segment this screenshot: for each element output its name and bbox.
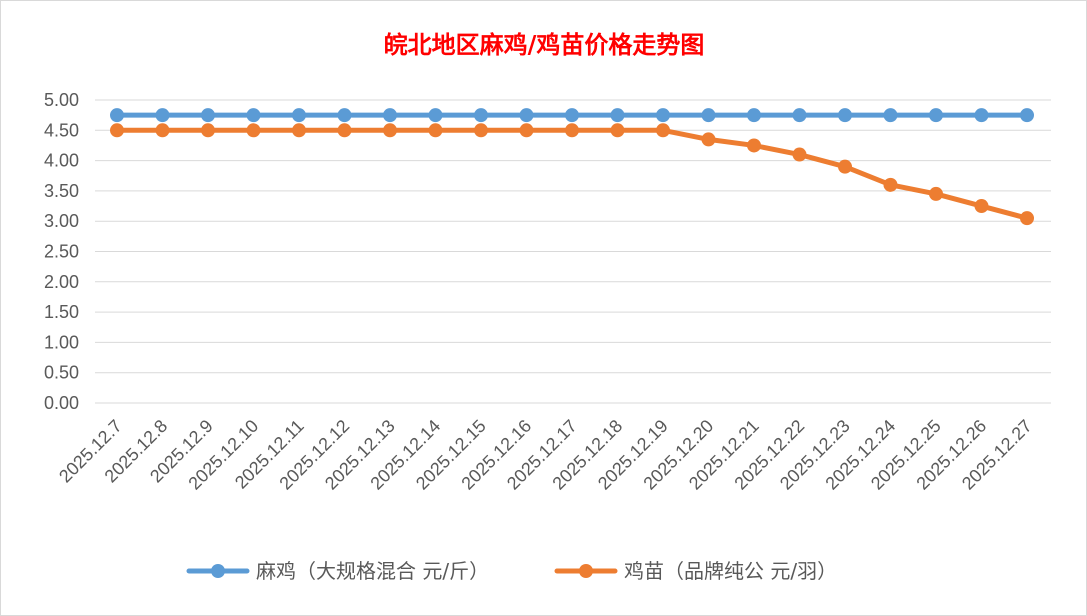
data-point bbox=[292, 123, 306, 138]
legend: 麻鸡（大规格混合 元/斤） 鸡苗（品牌纯公 元/羽） bbox=[186, 559, 837, 583]
data-point bbox=[656, 108, 670, 123]
data-point bbox=[201, 108, 215, 123]
data-point bbox=[792, 147, 807, 162]
x-axis-ticks: 2025.12.72025.12.82025.12.92025.12.10202… bbox=[55, 416, 1036, 494]
y-tick-label: 4.50 bbox=[44, 120, 79, 140]
data-point bbox=[201, 123, 215, 138]
series-2 bbox=[110, 123, 1034, 226]
data-point bbox=[701, 132, 716, 147]
data-point bbox=[565, 123, 579, 138]
legend-swatch-marker bbox=[579, 564, 593, 578]
y-tick-label: 3.00 bbox=[44, 211, 79, 231]
legend-label: 麻鸡（大规格混合 元/斤） bbox=[256, 559, 489, 583]
legend-label: 鸡苗（品牌纯公 元/羽） bbox=[624, 559, 837, 583]
data-point bbox=[1020, 211, 1034, 226]
data-point bbox=[883, 108, 898, 123]
y-tick-label: 5.00 bbox=[44, 90, 79, 110]
y-tick-label: 0.00 bbox=[44, 393, 79, 413]
legend-item-1: 麻鸡（大规格混合 元/斤） bbox=[186, 559, 489, 583]
data-point bbox=[610, 123, 625, 138]
chart-title: 皖北地区麻鸡/鸡苗价格走势图 bbox=[384, 30, 705, 59]
data-point bbox=[610, 108, 625, 123]
data-point bbox=[110, 108, 124, 123]
data-point bbox=[155, 108, 170, 123]
data-point bbox=[110, 123, 124, 138]
data-point bbox=[1020, 108, 1034, 123]
series-line bbox=[114, 127, 1030, 221]
data-point bbox=[474, 123, 488, 138]
series-1 bbox=[110, 108, 1034, 123]
data-point bbox=[747, 108, 761, 123]
legend-item-2: 鸡苗（品牌纯公 元/羽） bbox=[554, 559, 837, 583]
data-point bbox=[383, 108, 397, 123]
data-point bbox=[929, 108, 943, 123]
data-point bbox=[565, 108, 579, 123]
y-tick-label: 1.00 bbox=[44, 332, 79, 352]
data-point bbox=[974, 199, 989, 214]
data-point bbox=[292, 108, 306, 123]
y-tick-label: 1.50 bbox=[44, 302, 79, 322]
data-point bbox=[838, 159, 852, 174]
data-point bbox=[337, 108, 352, 123]
series-lines bbox=[110, 108, 1034, 226]
data-point bbox=[519, 108, 534, 123]
data-point bbox=[383, 123, 397, 138]
data-point bbox=[883, 177, 898, 192]
y-tick-label: 0.50 bbox=[44, 363, 79, 383]
data-point bbox=[246, 108, 261, 123]
data-point bbox=[838, 108, 852, 123]
data-point bbox=[974, 108, 989, 123]
legend-swatch-marker bbox=[211, 564, 225, 578]
y-tick-label: 3.50 bbox=[44, 181, 79, 201]
data-point bbox=[747, 138, 761, 153]
data-point bbox=[474, 108, 488, 123]
data-point bbox=[929, 186, 943, 201]
data-point bbox=[155, 123, 170, 138]
data-point bbox=[792, 108, 807, 123]
data-point bbox=[428, 108, 443, 123]
y-tick-label: 2.00 bbox=[44, 272, 79, 292]
data-point bbox=[701, 108, 716, 123]
data-point bbox=[246, 123, 261, 138]
grid-lines bbox=[95, 99, 1051, 404]
data-point bbox=[519, 123, 534, 138]
y-tick-label: 4.00 bbox=[44, 151, 79, 171]
data-point bbox=[656, 123, 670, 138]
data-point bbox=[337, 123, 352, 138]
y-axis-ticks: 0.00 0.50 1.00 1.50 2.00 2.50 3.00 3.50 4.00 4.50… bbox=[44, 90, 79, 413]
data-point bbox=[428, 123, 443, 138]
y-tick-label: 2.50 bbox=[44, 242, 79, 262]
